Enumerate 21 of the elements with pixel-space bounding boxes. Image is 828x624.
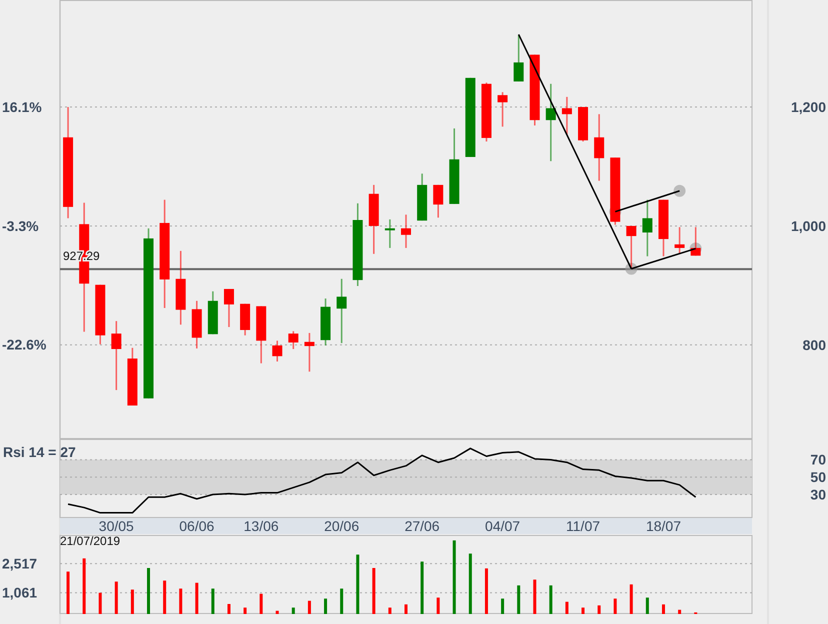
y-tick-label: 2,517 <box>2 556 38 572</box>
y-tick-label: 1,200 <box>790 98 826 115</box>
x-tick-label: 27/06 <box>404 518 440 534</box>
annotation: 21/07/2019 <box>60 534 120 548</box>
x-tick-label: 18/07 <box>646 518 682 534</box>
y2-tick-label: -3.3% <box>2 218 40 234</box>
x-tick-label: 11/07 <box>566 518 600 534</box>
x-tick-label: 20/06 <box>324 518 360 534</box>
y-tick-label: 1,000 <box>790 218 826 234</box>
y-tick-label: 70 <box>810 452 826 468</box>
x-tick-label: 30/05 <box>98 518 134 534</box>
x-tick-label: 06/06 <box>179 518 215 534</box>
chart-title: Rsi 14 = 27 <box>3 444 76 460</box>
y2-tick-label: 16.1% <box>2 99 42 116</box>
y-tick-label: 800 <box>802 336 826 353</box>
x-tick-label: 04/07 <box>485 518 520 534</box>
y-tick-label: 30 <box>810 486 826 502</box>
y-tick-label: 50 <box>810 469 826 486</box>
y2-tick-label: -22.6% <box>2 336 47 352</box>
y-tick-label: 1,061 <box>2 584 38 601</box>
x-tick-label: 13/06 <box>244 518 279 534</box>
